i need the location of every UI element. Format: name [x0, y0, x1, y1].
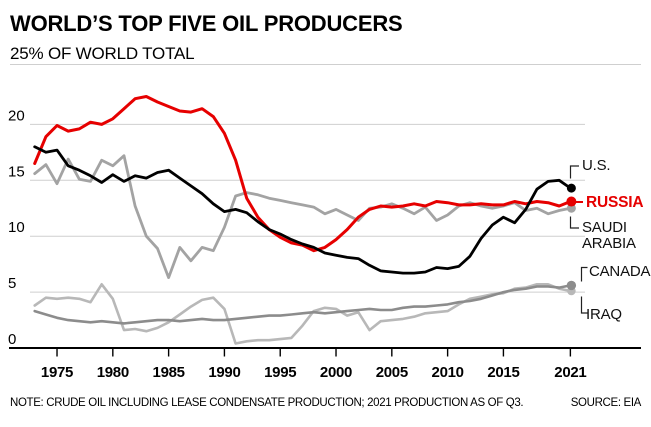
canada-label-connector [580, 266, 588, 282]
chart-note: NOTE: CRUDE OIL INCLUDING LEASE CONDENSA… [10, 397, 524, 409]
y-tick-label-20: 20 [8, 107, 25, 124]
us-label-connector [569, 165, 579, 179]
y-tick-label-0: 0 [8, 331, 16, 348]
x-tick-label-1980: 1980 [97, 364, 129, 381]
x-tick-label-1985: 1985 [153, 364, 185, 381]
header-divider [10, 64, 641, 65]
series-label-us: U.S. [582, 157, 611, 174]
series-label-saudi-arabia: SAUDI ARABIA [582, 220, 636, 251]
saudi-label-connector [569, 216, 579, 229]
x-axis: 1975 1980 1985 1990 1995 2000 2005 2010 2015 2021 [9, 347, 641, 381]
gridlines: 0 5 10 15 20 [8, 107, 585, 348]
end-dot-canada [566, 280, 577, 291]
y-tick-label-15: 15 [8, 163, 25, 180]
line-saudi-arabia [33, 154, 572, 280]
series-label-canada: CANADA [589, 263, 651, 280]
x-tick-label-2015: 2015 [487, 364, 519, 381]
x-tick-label-2010: 2010 [432, 364, 464, 381]
x-tick-label-2021: 2021 [554, 364, 586, 381]
iraq-label-connector [580, 296, 588, 314]
series-label-russia: RUSSIA [586, 194, 644, 211]
x-tick-label-1975: 1975 [41, 364, 73, 381]
line-canada [33, 284, 572, 325]
end-dot-u-s- [566, 183, 576, 193]
x-tick-label-2000: 2000 [320, 364, 352, 381]
chart-subtitle-units: 25% OF WORLD TOTAL [10, 44, 195, 63]
page-title: WORLD’S TOP FIVE OIL PRODUCERS [10, 11, 403, 36]
x-tick-label-2005: 2005 [376, 364, 408, 381]
series-label-saudi-line1: SAUDI [582, 219, 627, 236]
series-label-iraq: IRAQ [586, 306, 622, 323]
series-label-saudi-line2: ARABIA [582, 234, 636, 252]
y-tick-label-5: 5 [8, 275, 16, 292]
line-u-s- [33, 145, 572, 275]
chart-source: SOURCE: EIA [570, 397, 642, 409]
label-connectors [569, 165, 588, 314]
x-tick-label-1995: 1995 [264, 364, 296, 381]
y-tick-label-10: 10 [8, 219, 25, 236]
end-dot-russia [566, 196, 577, 207]
x-tick-label-1990: 1990 [208, 364, 240, 381]
series-lines [33, 95, 572, 345]
line-iraq [33, 282, 572, 345]
series-end-dots [566, 183, 577, 296]
